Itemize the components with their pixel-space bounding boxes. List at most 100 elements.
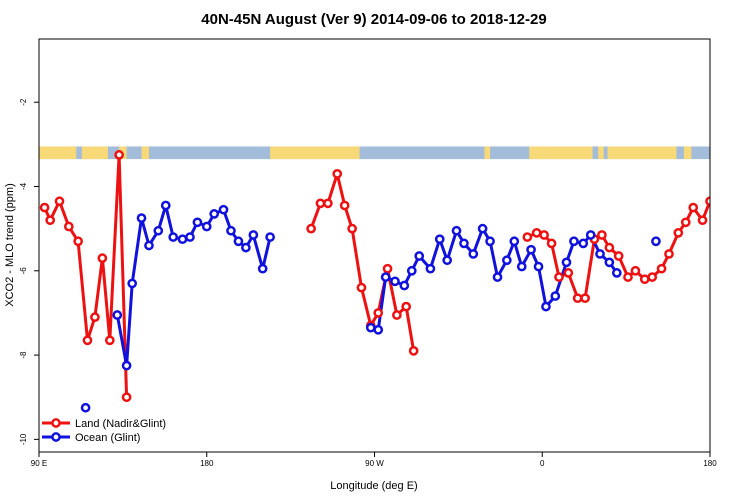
data-point xyxy=(380,272,391,282)
data-point xyxy=(399,280,410,291)
x-tick-label: 90 E xyxy=(31,459,47,468)
land-ocean-band xyxy=(39,146,710,160)
data-point xyxy=(39,202,50,213)
data-point xyxy=(63,221,74,232)
data-point xyxy=(192,217,203,228)
y-tick-label: -10 xyxy=(19,433,28,445)
land-band-segment xyxy=(683,146,692,160)
data-point xyxy=(306,223,316,234)
data-point xyxy=(54,196,65,207)
data-point xyxy=(332,169,343,179)
data-point xyxy=(114,150,124,160)
y-axis-label: XCO2 - MLO trend (ppm) xyxy=(4,183,16,306)
data-point xyxy=(597,230,607,240)
series-line-1 xyxy=(115,204,272,368)
data-point xyxy=(442,255,453,266)
data-point xyxy=(459,238,469,249)
data-point xyxy=(550,291,561,301)
data-point xyxy=(434,234,445,245)
data-point xyxy=(414,251,425,261)
data-point xyxy=(509,236,520,247)
data-point xyxy=(347,223,357,234)
land-band-segment xyxy=(529,146,593,160)
data-point xyxy=(613,251,624,261)
data-point xyxy=(127,278,138,289)
x-tick-label: 90 W xyxy=(365,459,384,468)
x-tick-label: 180 xyxy=(200,459,214,468)
y-tick-label: -8 xyxy=(19,351,28,359)
data-point xyxy=(664,249,674,259)
data-point xyxy=(531,228,542,238)
data-point xyxy=(323,198,333,209)
data-point xyxy=(623,272,633,282)
x-axis-label: Longitude (deg E) xyxy=(330,480,417,492)
data-point xyxy=(595,249,605,259)
data-point xyxy=(541,301,551,312)
data-point xyxy=(226,225,236,236)
x-tick-label: 0 xyxy=(540,459,545,468)
data-point xyxy=(218,204,229,215)
legend: Land (Nadir&Glint) Ocean (Glint) xyxy=(42,418,166,444)
data-point xyxy=(554,272,564,282)
data-point xyxy=(144,240,154,251)
data-point xyxy=(578,238,589,249)
data-point xyxy=(248,230,259,240)
data-point xyxy=(73,236,83,247)
chart-title: 40N-45N August (Ver 9) 2014-09-06 to 201… xyxy=(201,11,546,28)
legend-marker xyxy=(51,418,61,428)
land-band-segment xyxy=(39,146,77,160)
data-point xyxy=(604,242,615,253)
data-point xyxy=(673,228,684,238)
data-point xyxy=(569,236,579,247)
data-point xyxy=(572,293,583,304)
data-point xyxy=(639,274,650,285)
land-band-segment xyxy=(141,146,149,160)
data-point xyxy=(561,257,572,268)
data-point xyxy=(201,221,212,232)
legend-label: Ocean (Glint) xyxy=(75,432,140,444)
data-point xyxy=(563,268,574,278)
data-point xyxy=(177,234,188,245)
data-point xyxy=(136,213,147,223)
data-point xyxy=(721,238,728,245)
data-point xyxy=(468,249,479,259)
data-point xyxy=(516,261,527,272)
data-point xyxy=(153,225,164,236)
data-point xyxy=(104,335,115,346)
data-point xyxy=(477,223,488,234)
data-point xyxy=(121,360,132,371)
data-point xyxy=(45,215,56,226)
data-point xyxy=(546,238,557,249)
data-point xyxy=(732,404,739,411)
data-point xyxy=(257,263,268,274)
data-point xyxy=(731,337,738,344)
data-point xyxy=(501,255,512,266)
data-point xyxy=(365,322,376,333)
data-point xyxy=(90,312,100,322)
data-point xyxy=(492,272,503,282)
data-point xyxy=(680,217,691,228)
data-point xyxy=(382,263,393,274)
legend-marker xyxy=(51,432,61,442)
data-point xyxy=(209,209,220,219)
data-point xyxy=(373,308,384,318)
data-point xyxy=(714,223,721,230)
data-point xyxy=(233,236,244,247)
data-point xyxy=(533,261,544,272)
y-tick-label: -2 xyxy=(19,98,28,106)
data-point xyxy=(526,244,536,255)
data-point xyxy=(611,268,622,278)
data-point xyxy=(604,257,615,268)
land-band-segment xyxy=(598,146,604,160)
data-point xyxy=(265,232,275,242)
data-point xyxy=(651,236,661,247)
data-point xyxy=(705,196,710,207)
data-point xyxy=(408,346,419,356)
series-markers xyxy=(39,150,745,413)
data-point xyxy=(485,236,495,247)
data-point xyxy=(241,242,251,253)
data-point xyxy=(656,263,667,274)
data-point xyxy=(315,198,326,209)
data-point xyxy=(738,314,745,321)
data-point xyxy=(356,282,367,293)
